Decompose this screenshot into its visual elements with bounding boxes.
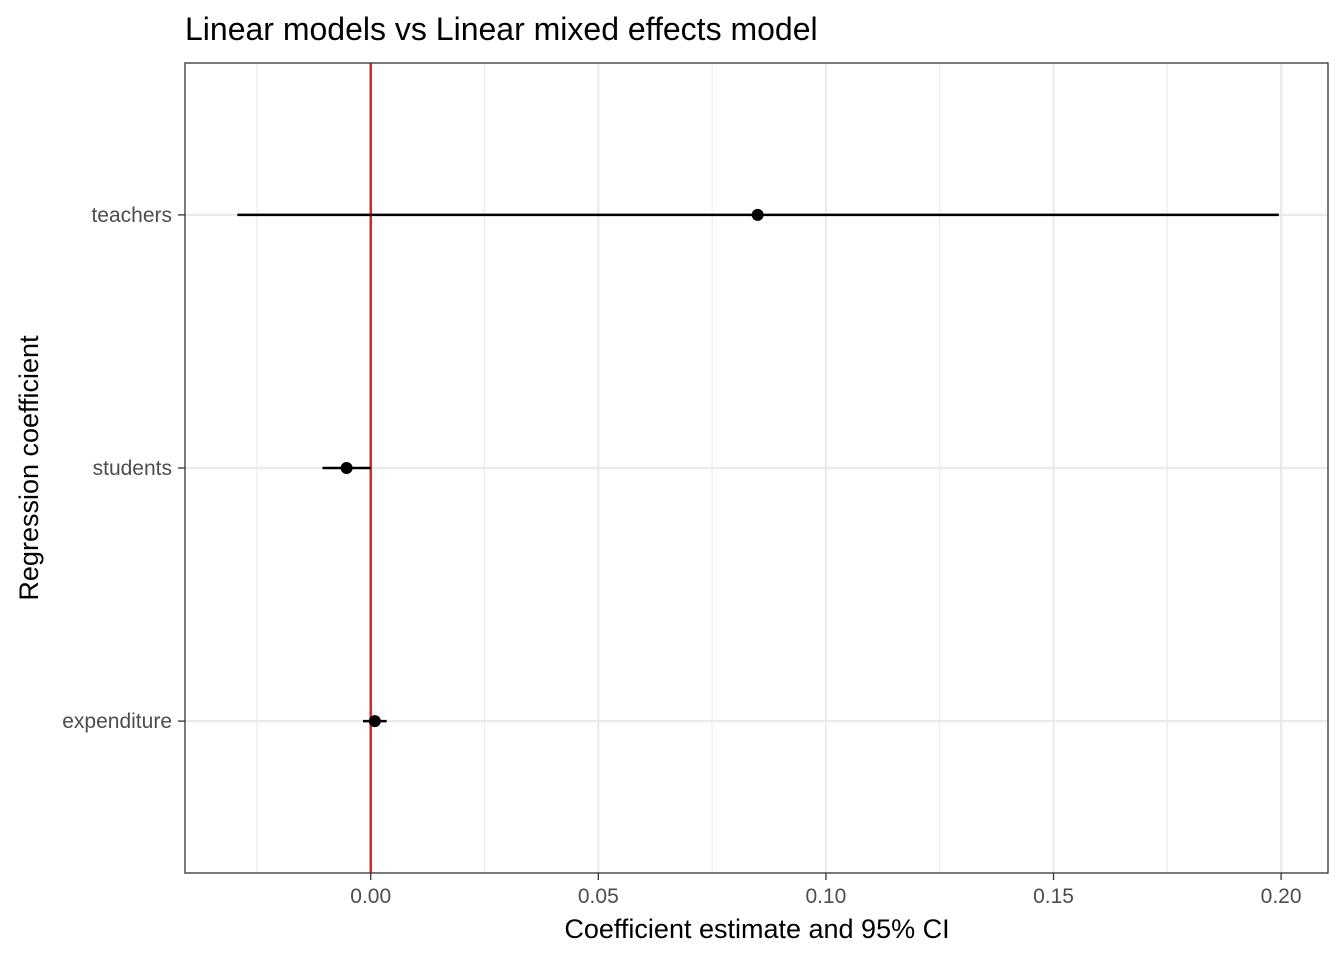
x-tick-label: 0.10: [805, 885, 846, 908]
estimate-point-students: [340, 462, 353, 474]
estimate-point-teachers: [751, 208, 764, 221]
x-tick-label: 0.20: [1261, 885, 1302, 908]
x-tick-label: 0.15: [1033, 885, 1074, 908]
y-tick-label: teachers: [91, 204, 172, 227]
x-tick-label: 0.00: [350, 885, 391, 908]
y-tick-label: students: [93, 457, 172, 480]
coefficient-series: [237, 208, 1279, 728]
y-axis-title: Regression coefficient: [14, 335, 44, 601]
x-axis-title: Coefficient estimate and 95% CI: [564, 914, 949, 944]
chart-title: Linear models vs Linear mixed effects mo…: [185, 11, 818, 47]
estimate-point-expenditure: [368, 715, 381, 728]
y-tick-label: expenditure: [62, 710, 172, 733]
y-axis: teachers students expenditure: [62, 204, 185, 733]
x-axis: 0.00 0.05 0.10 0.15 0.20: [350, 873, 1302, 908]
x-tick-label: 0.05: [578, 885, 619, 908]
